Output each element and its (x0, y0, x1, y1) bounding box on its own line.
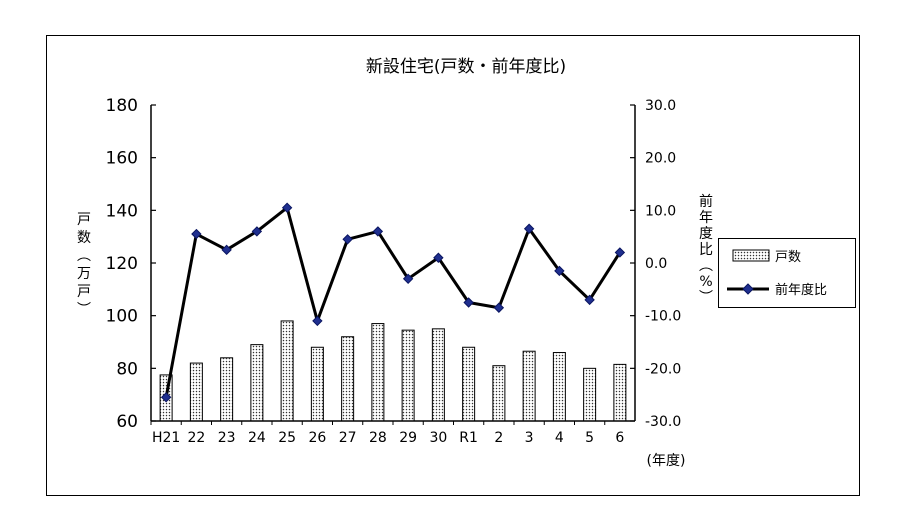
line-point-R1 (463, 297, 474, 308)
bar-28 (371, 323, 385, 422)
y-right-tick-label: -30.0 (645, 414, 681, 430)
line-point-22 (191, 228, 202, 240)
bar-2 (492, 365, 506, 422)
bar-23 (220, 357, 234, 422)
x-tick-label: 29 (399, 430, 417, 446)
y-axis-right-label: 前年度比︵%︶ (699, 193, 713, 306)
x-tick-label: 23 (218, 430, 236, 446)
y-right-label-char: 度 (699, 226, 713, 242)
bar-30 (431, 328, 445, 422)
legend-label-bars: 戸数 (775, 250, 801, 265)
line-point-29 (402, 273, 414, 285)
y-right-tick-label: 30.0 (645, 98, 676, 114)
x-tick-label: 30 (429, 430, 447, 446)
x-axis-label: (年度) (647, 453, 686, 469)
y-right-label-char: 比 (699, 242, 713, 258)
line-point-28 (372, 226, 384, 237)
line-point-H21 (160, 392, 172, 403)
y-left-label-char: 万 (77, 266, 91, 282)
line-point-25 (281, 202, 293, 213)
x-tick-label: 5 (585, 430, 594, 446)
y-right-label-char: 年 (699, 210, 713, 226)
x-tick-label: 24 (248, 430, 266, 446)
y-left-label-char: 戸 (77, 284, 91, 300)
line-point-26 (312, 315, 323, 327)
x-tick-label: 27 (339, 430, 357, 446)
line-point-27 (342, 234, 353, 245)
y-left-label-char: ︶ (77, 302, 91, 318)
y-right-label-char: 前 (699, 193, 713, 210)
y-left-tick-label: 60 (116, 412, 138, 432)
y-left-tick-label: 80 (116, 359, 138, 379)
line-point-23 (221, 244, 232, 256)
bar-6 (613, 363, 627, 422)
bar-26 (310, 346, 324, 422)
y-left-label-char: ︵ (77, 248, 91, 264)
y-left-tick-label: 120 (106, 254, 138, 274)
x-tick-label: 26 (308, 430, 326, 446)
x-tick-label: 3 (525, 430, 534, 446)
ticks-group: 60 80 100 120 140 160 180 -30.0 -20.0 -10.0 0.0 10.… (106, 96, 682, 446)
bar-27 (341, 336, 355, 422)
y-right-tick-label: -20.0 (645, 361, 681, 377)
line-point-24 (251, 226, 263, 237)
y-right-tick-label: 20.0 (645, 151, 676, 167)
y-right-label-char: % (699, 274, 712, 290)
line-point-2 (493, 302, 505, 313)
legend-label-line: 前年度比 (775, 282, 827, 298)
bar-22 (189, 362, 203, 422)
x-tick-label: 6 (615, 430, 624, 446)
y-left-label-char: 戸 (77, 212, 91, 228)
line-point-5 (584, 294, 595, 306)
bar-4 (552, 352, 566, 422)
y-left-tick-label: 180 (106, 96, 138, 116)
bars-group (159, 320, 627, 422)
bar-3 (522, 350, 536, 422)
y-right-tick-label: 10.0 (645, 203, 676, 219)
y-left-label-char: 数 (77, 230, 91, 246)
bar-R1 (462, 346, 476, 422)
y-right-tick-label: 0.0 (645, 256, 667, 272)
chart-title: 新設住宅(戸数・前年度比) (366, 57, 566, 77)
x-tick-label: 22 (187, 430, 205, 446)
line-series-前年度比 (164, 206, 622, 398)
line-point-4 (554, 265, 565, 277)
y-axis-left-label: 戸数︵万戸︶ (77, 212, 91, 318)
y-left-tick-label: 140 (106, 201, 138, 221)
bar-5 (583, 367, 597, 422)
bar-25 (280, 320, 294, 422)
x-tick-label: 28 (369, 430, 387, 446)
x-tick-label: 4 (555, 430, 564, 446)
bar-24 (250, 344, 264, 422)
x-tick-label: H21 (152, 430, 180, 446)
y-right-label-char: ︵ (699, 258, 713, 274)
line-point-30 (433, 252, 444, 263)
x-tick-label: R1 (459, 430, 478, 446)
line-point-6 (614, 247, 626, 258)
y-right-label-char: ︶ (699, 290, 713, 306)
legend-swatch-marker (742, 283, 754, 295)
x-tick-label: 25 (278, 430, 296, 446)
y-right-tick-label: -10.0 (645, 309, 681, 325)
line-point-3 (523, 223, 535, 234)
line-group (160, 202, 626, 403)
x-tick-label: 2 (494, 430, 503, 446)
bar-29 (401, 329, 415, 422)
legend-swatch-bars (732, 249, 770, 262)
y-left-tick-label: 160 (106, 149, 138, 169)
legend: 戸数 前年度比 (718, 238, 856, 308)
y-left-tick-label: 100 (106, 307, 138, 327)
